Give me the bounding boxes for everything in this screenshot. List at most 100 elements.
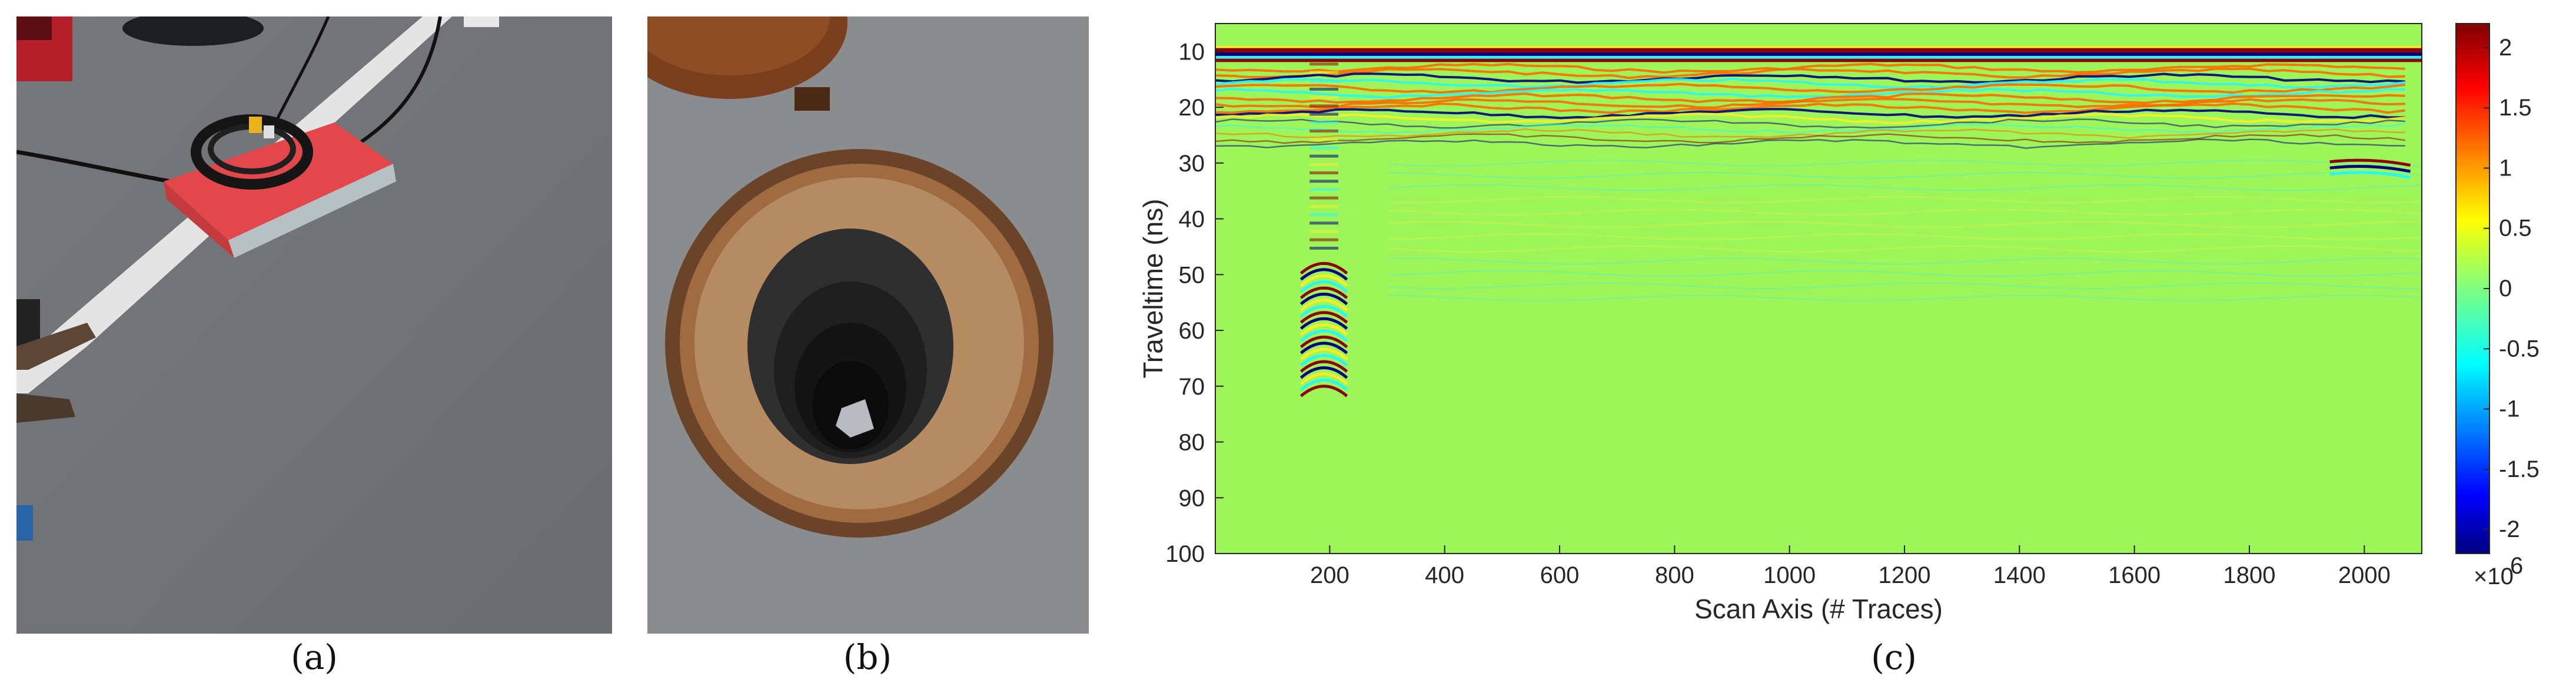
hyperbola-reflection bbox=[1299, 304, 1348, 318]
y-tick-label: 10 bbox=[1179, 39, 1205, 65]
y-tick-label: 100 bbox=[1165, 541, 1205, 567]
caption-b: (b) bbox=[843, 637, 892, 677]
direct-wave-band bbox=[1215, 58, 2422, 62]
axes: 200 400 600 800 1000 1200 1400 1600 1800 2000 10 20… bbox=[1165, 23, 2422, 588]
texture-line bbox=[1387, 160, 2422, 167]
hyperbola-reflection bbox=[1299, 347, 1348, 361]
colorbar-gradient bbox=[2455, 23, 2490, 554]
texture-line bbox=[1387, 233, 2422, 240]
column-disturbance bbox=[1309, 171, 1339, 175]
direct-wave-band bbox=[1215, 48, 2422, 54]
y-tick-label: 50 bbox=[1179, 262, 1205, 288]
y-tick-label: 60 bbox=[1179, 318, 1205, 344]
x-tick-label: 400 bbox=[1425, 562, 1464, 588]
column-disturbance bbox=[1309, 180, 1339, 183]
photo-gpr-device bbox=[16, 16, 612, 634]
y-tick-label: 40 bbox=[1179, 207, 1205, 233]
texture-line bbox=[1387, 208, 2422, 216]
column-disturbance bbox=[1309, 154, 1339, 158]
x-tick-label: 1400 bbox=[1993, 562, 2046, 588]
reflection-line bbox=[1215, 102, 2405, 114]
colorbar-tick-label: -1.5 bbox=[2499, 456, 2540, 482]
reflection-line bbox=[1215, 122, 2405, 134]
reflection-line bbox=[1215, 87, 2405, 100]
colorbar-tick-label: 1 bbox=[2499, 155, 2512, 181]
y-axis-label: Traveltime (ns) bbox=[1138, 199, 1168, 379]
x-tick-label: 800 bbox=[1655, 562, 1694, 588]
colorbar-tick-label: 2 bbox=[2499, 35, 2512, 61]
hyperbola-reflection bbox=[1299, 372, 1348, 385]
reflection-line bbox=[1215, 77, 2405, 90]
colorbar-tick-label: 0 bbox=[2499, 276, 2512, 302]
hyperbola-reflection bbox=[1299, 354, 1348, 367]
x-tick-label: 1200 bbox=[1879, 562, 1931, 588]
column-disturbance bbox=[1309, 121, 1339, 124]
hyperbola-reflection bbox=[1299, 292, 1348, 306]
y-tick-label: 80 bbox=[1179, 430, 1205, 456]
column-disturbance bbox=[1309, 87, 1339, 91]
column-disturbance bbox=[1309, 62, 1339, 66]
hyperbola-reflection bbox=[1299, 335, 1348, 349]
colorbar-multiplier: ×10 bbox=[2474, 564, 2514, 589]
reflection-line bbox=[1215, 67, 2405, 79]
debris-bottom bbox=[836, 399, 874, 438]
reflection-line bbox=[1215, 133, 2405, 144]
x-tick-label: 1800 bbox=[2223, 562, 2276, 588]
x-tick-label: 600 bbox=[1540, 562, 1580, 588]
reflection-line bbox=[1215, 72, 2405, 84]
column-disturbance bbox=[1309, 130, 1339, 132]
hyperbola-reflection bbox=[1299, 342, 1348, 355]
colorbar: 2 1.5 1 0.5 0 -0.5 -1 -1.5 -2 bbox=[2455, 23, 2540, 554]
shoe bbox=[16, 323, 96, 370]
reflection-line bbox=[1215, 98, 2405, 109]
reflection-line bbox=[1215, 82, 2405, 94]
reflection-line bbox=[1215, 108, 2405, 120]
column-disturbance bbox=[1309, 238, 1339, 241]
texture-line bbox=[1387, 196, 2422, 204]
texture-line bbox=[1387, 294, 2422, 302]
plot-frame bbox=[1215, 23, 2422, 554]
y-tick-label: 30 bbox=[1179, 151, 1205, 177]
hyperbola-reflection bbox=[1299, 360, 1348, 373]
hyperbola-reflection bbox=[1299, 378, 1348, 392]
column-disturbance bbox=[1309, 188, 1339, 191]
reflection-line bbox=[1215, 138, 2405, 149]
column-disturbance bbox=[1309, 96, 1339, 100]
deep-reflection bbox=[2329, 171, 2411, 179]
plot-area bbox=[1215, 24, 2422, 554]
y-tick-label: 90 bbox=[1179, 485, 1205, 511]
column-disturbance bbox=[1309, 138, 1339, 141]
column-disturbance bbox=[1309, 221, 1339, 225]
hyperbola-reflection bbox=[1299, 329, 1348, 342]
x-tick-label: 2000 bbox=[2338, 562, 2391, 588]
hyperbola-reflection bbox=[1299, 280, 1348, 293]
texture-line bbox=[1387, 282, 2422, 289]
colorbar-exponent: 6 bbox=[2510, 553, 2523, 579]
reflection-line bbox=[1215, 128, 2405, 139]
reflection-line bbox=[1215, 62, 2405, 74]
texture-line bbox=[1387, 184, 2422, 191]
hyperbola-reflection bbox=[1299, 261, 1348, 275]
texture-line bbox=[1387, 245, 2422, 253]
hyperbola-reflection bbox=[1299, 286, 1348, 299]
hyperbola-reflection bbox=[1299, 311, 1348, 324]
radargram-chart: 200 400 600 800 1000 1200 1400 1600 1800 20001020… bbox=[1121, 12, 2563, 636]
column-disturbance bbox=[1309, 204, 1339, 208]
direct-wave-band bbox=[1215, 52, 2422, 57]
column-disturbance bbox=[1309, 196, 1339, 200]
hyperbola-reflection bbox=[1299, 323, 1348, 336]
connector-yellow bbox=[249, 117, 262, 133]
hyperbola-reflection bbox=[1299, 274, 1348, 287]
x-tick-label: 1000 bbox=[1763, 562, 1816, 588]
direct-wave-band bbox=[1215, 45, 2422, 49]
column-disturbance bbox=[1309, 146, 1339, 150]
x-axis-label: Scan Axis (# Traces) bbox=[1694, 594, 1943, 624]
x-tick-label: 200 bbox=[1310, 562, 1350, 588]
column-disturbance bbox=[1309, 71, 1339, 74]
column-disturbance bbox=[1309, 246, 1339, 250]
reflection-line bbox=[1215, 112, 2405, 124]
hyperbola-reflection bbox=[1299, 299, 1348, 312]
texture-line bbox=[1387, 257, 2422, 265]
hyperbola-reflection bbox=[1299, 385, 1348, 397]
